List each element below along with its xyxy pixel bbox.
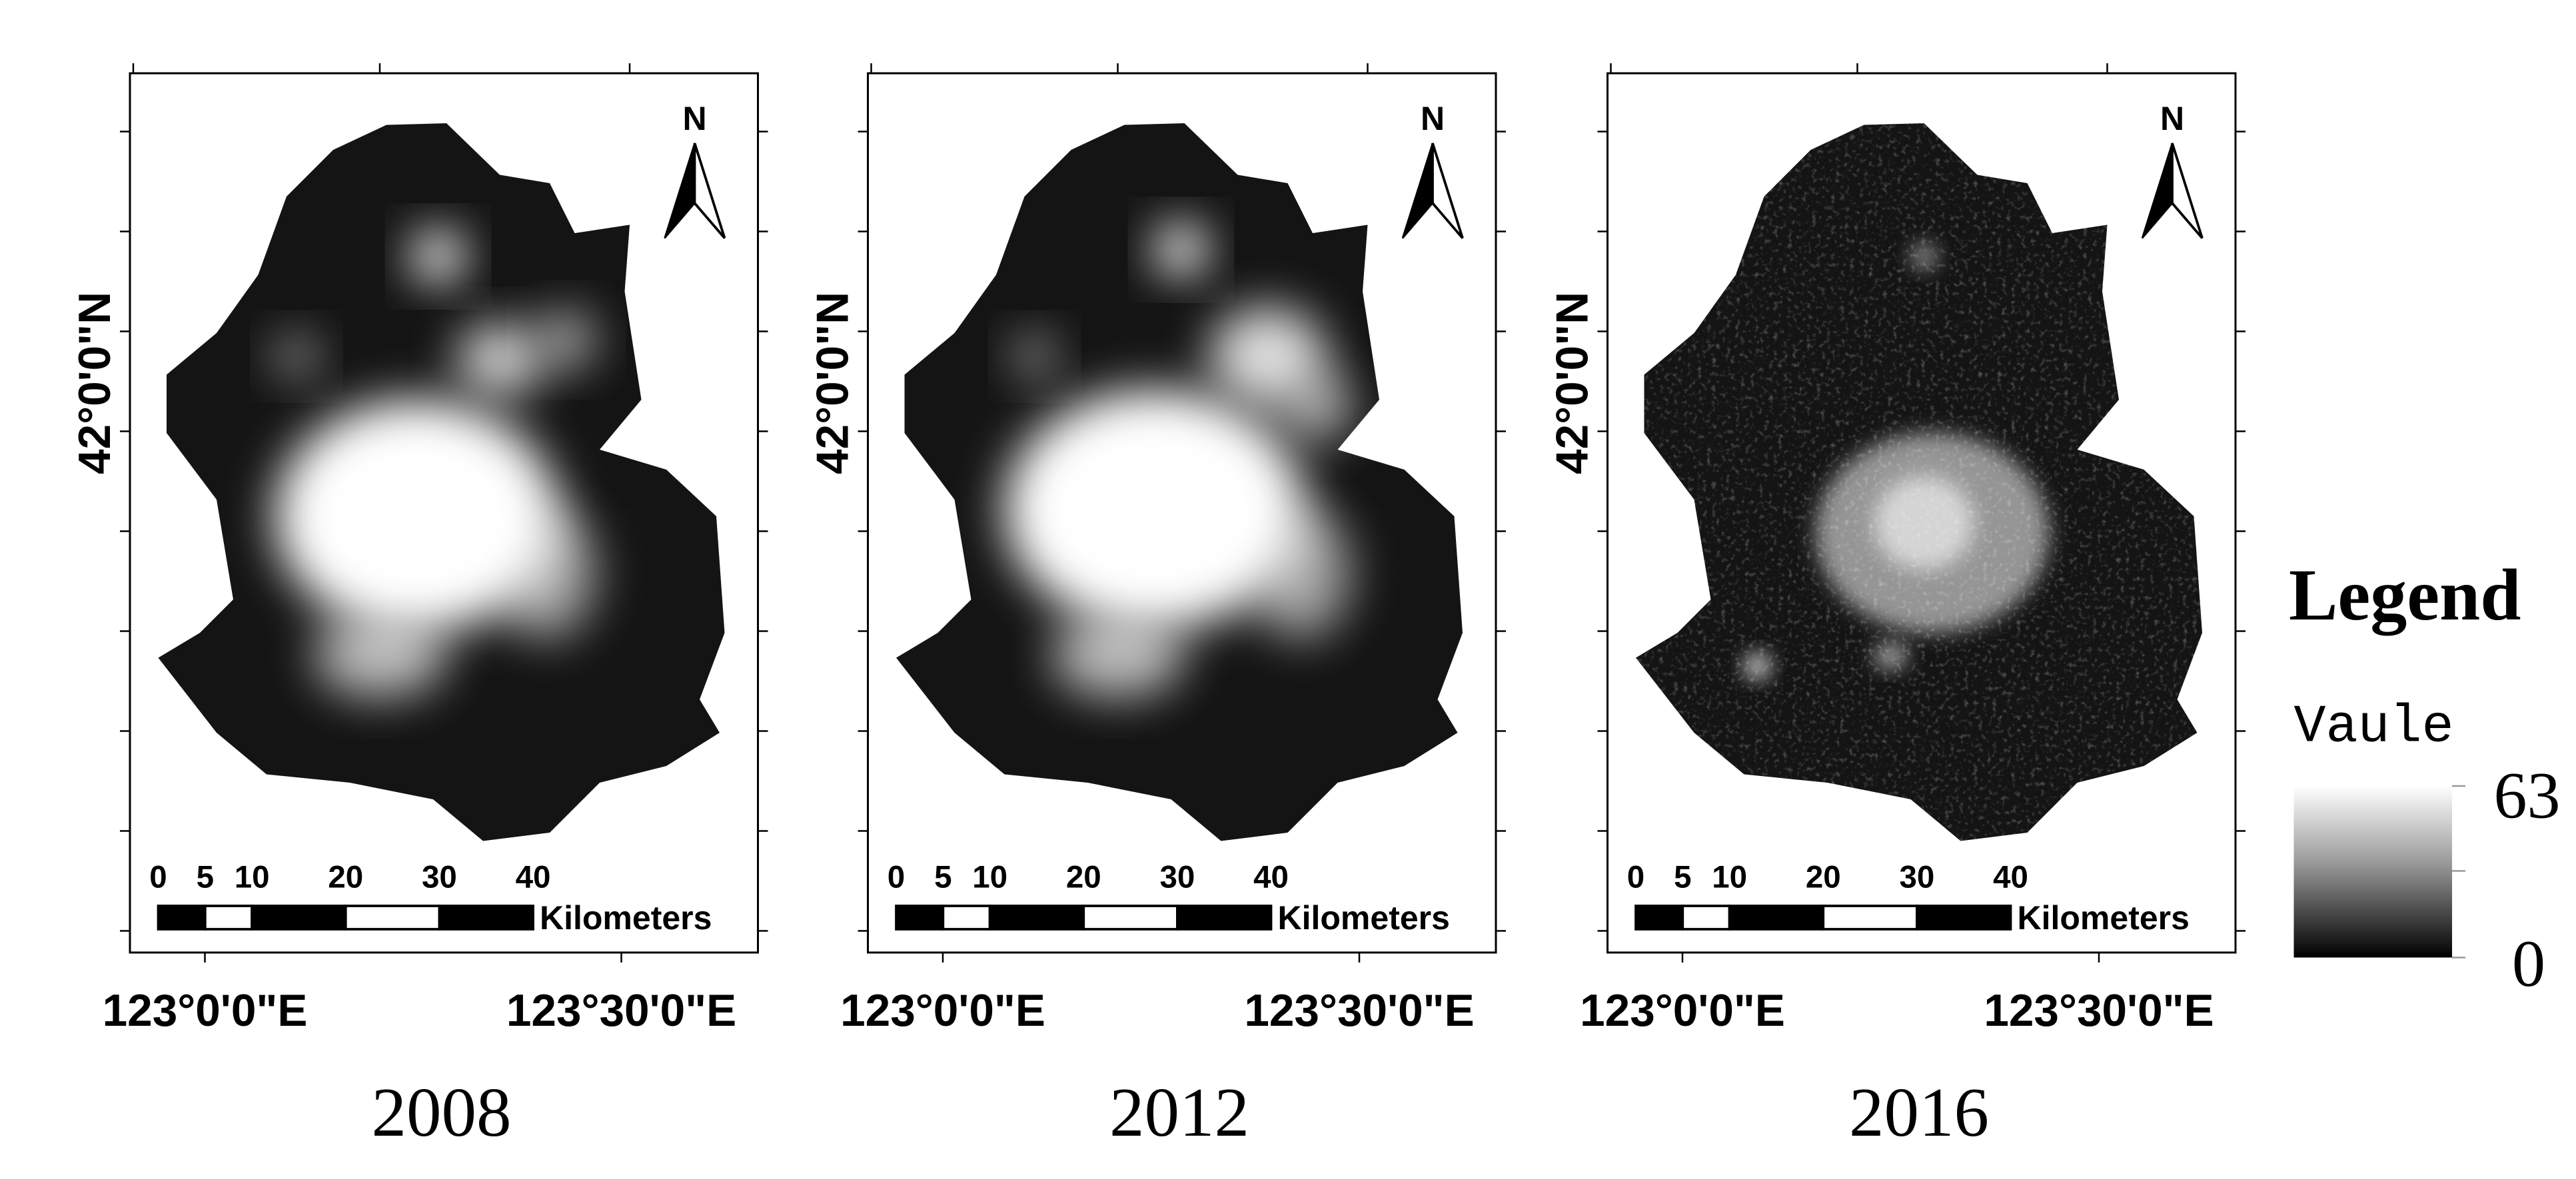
map-panel: N 0 5 10 20 30 40 Kilometers 42°0'0"N 123°0'0"E 12… bbox=[808, 63, 1506, 1151]
scale-label: 30 bbox=[1899, 860, 1934, 895]
night-lights bbox=[273, 230, 596, 698]
legend: Legend Vaule 63 0 bbox=[2289, 554, 2561, 1000]
scale-label: 10 bbox=[972, 860, 1007, 895]
scale-label: 30 bbox=[1159, 860, 1195, 895]
longitude-label: 123°30'0"E bbox=[1984, 986, 2214, 1036]
longitude-label: 123°0'0"E bbox=[103, 986, 308, 1036]
longitude-label: 123°0'0"E bbox=[1580, 986, 1785, 1036]
longitude-label: 123°0'0"E bbox=[840, 986, 1045, 1036]
color-ramp bbox=[2293, 786, 2452, 958]
north-label: N bbox=[682, 100, 706, 137]
scale-label: 0 bbox=[1627, 860, 1644, 895]
scale-segment bbox=[1082, 905, 1179, 931]
scale-label: 0 bbox=[888, 860, 905, 895]
scale-label: 10 bbox=[1712, 860, 1747, 895]
map-panel: N 0 5 10 20 30 40 Kilometers 42°0'0"N 123°0'0"E 12… bbox=[1548, 63, 2246, 1151]
scale-label: 0 bbox=[149, 860, 167, 895]
legend-title: Legend bbox=[2289, 554, 2521, 635]
night-lights bbox=[1004, 223, 1355, 698]
scale-label: 40 bbox=[516, 860, 551, 895]
latitude-label: 42°0'0"N bbox=[808, 292, 858, 474]
scale-segment bbox=[895, 905, 945, 931]
scale-label: 40 bbox=[1993, 860, 2028, 895]
scale-segment bbox=[438, 905, 534, 931]
scale-segment bbox=[1822, 905, 1918, 931]
latitude-label: 42°0'0"N bbox=[70, 292, 120, 474]
scale-segment bbox=[251, 905, 347, 931]
scale-segment bbox=[203, 905, 253, 931]
year-label: 2008 bbox=[372, 1073, 512, 1151]
longitude-label: 123°30'0"E bbox=[1244, 986, 1474, 1036]
year-label: 2012 bbox=[1109, 1073, 1249, 1151]
scale-unit: Kilometers bbox=[2018, 899, 2190, 937]
north-label: N bbox=[1421, 100, 1445, 137]
legend-min: 0 bbox=[2512, 927, 2545, 1000]
scale-label: 30 bbox=[422, 860, 457, 895]
north-arrow bbox=[2171, 143, 2204, 239]
scale-segment bbox=[942, 905, 991, 931]
map-panel: N 0 5 10 20 30 40 Kilometers 42°0'0"N 123°0'0"E 12… bbox=[70, 63, 768, 1151]
scale-segment bbox=[157, 905, 207, 931]
longitude-label: 123°30'0"E bbox=[506, 986, 736, 1036]
north-arrow bbox=[1431, 143, 1464, 239]
scale-label: 20 bbox=[1806, 860, 1841, 895]
latitude-label: 42°0'0"N bbox=[1548, 292, 1598, 474]
scale-label: 5 bbox=[1674, 860, 1691, 895]
scale-label: 20 bbox=[1066, 860, 1101, 895]
scale-segment bbox=[1915, 905, 2012, 931]
scale-segment bbox=[1681, 905, 1731, 931]
scale-segment bbox=[1175, 905, 1273, 931]
scale-segment bbox=[344, 905, 441, 931]
legend-max: 63 bbox=[2494, 759, 2561, 833]
year-label: 2016 bbox=[1849, 1073, 1989, 1151]
legend-field: Vaule bbox=[2294, 697, 2454, 758]
scale-unit: Kilometers bbox=[540, 899, 712, 937]
scale-label: 20 bbox=[328, 860, 363, 895]
scale-label: 5 bbox=[197, 860, 214, 895]
scale-segment bbox=[1634, 905, 1684, 931]
scale-label: 5 bbox=[934, 860, 952, 895]
scale-segment bbox=[988, 905, 1085, 931]
north-label: N bbox=[2160, 100, 2184, 137]
scale-label: 40 bbox=[1253, 860, 1289, 895]
scale-label: 10 bbox=[235, 860, 270, 895]
north-arrow bbox=[693, 143, 726, 239]
scale-unit: Kilometers bbox=[1278, 899, 1450, 937]
scale-segment bbox=[1728, 905, 1825, 931]
